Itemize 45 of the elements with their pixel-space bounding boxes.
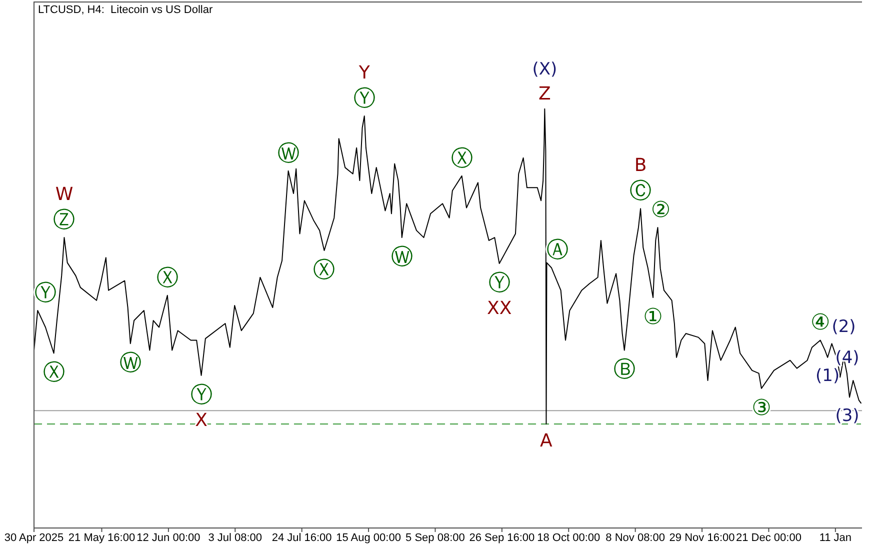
annotation: Ⓧ <box>313 258 336 283</box>
annotation: ④ <box>810 310 830 336</box>
annotation: Ⓨ <box>488 270 510 296</box>
annotation: Ⓦ <box>119 351 142 376</box>
annotation: Ⓦ <box>277 141 300 166</box>
x-tick-label: 21 Dec 00:00 <box>736 532 802 544</box>
x-tick-label: 3 Jul 08:00 <box>208 532 262 544</box>
annotation: Y <box>358 62 371 84</box>
annotation: (X) <box>532 59 558 80</box>
annotation: Ⓩ <box>53 208 76 233</box>
annotation: (1) <box>816 366 840 386</box>
annotation: A <box>540 430 554 452</box>
annotation: W <box>55 184 74 206</box>
annotation: Ⓑ <box>613 358 636 383</box>
annotation: (2) <box>832 317 856 338</box>
annotation: Ⓧ <box>42 360 65 386</box>
annotation: Ⓨ <box>353 86 376 112</box>
annotation: Z <box>538 83 551 104</box>
x-tick-label: 8 Nov 08:00 <box>606 532 665 544</box>
x-tick-label: 26 Sep 16:00 <box>469 532 535 544</box>
x-tick-label: 24 Jul 16:00 <box>272 532 332 544</box>
annotation: (3) <box>835 406 860 426</box>
x-tick-label: 11 Jan <box>819 532 852 544</box>
x-tick-label: 18 Oct 00:00 <box>537 532 600 544</box>
annotation: X <box>195 410 208 431</box>
annotation: XX <box>486 298 512 320</box>
chart-title: LTCUSD, H4: Litecoin vs US Dollar <box>38 4 213 16</box>
x-tick-label: 30 Apr 2025 <box>4 532 64 544</box>
annotation: Ⓧ <box>156 266 178 291</box>
annotation: Ⓨ <box>190 382 212 408</box>
x-tick-label: 5 Sep 08:00 <box>406 532 465 544</box>
annotation: Ⓦ <box>390 244 413 270</box>
annotation: ② <box>650 198 671 223</box>
x-tick-label: 15 Aug 00:00 <box>336 532 401 544</box>
annotation: (4) <box>835 348 860 368</box>
annotation: ③ <box>752 396 772 421</box>
annotation: Ⓧ <box>450 146 473 172</box>
x-tick-label: 12 Jun 00:00 <box>136 532 200 544</box>
annotation: B <box>634 155 647 176</box>
annotation: Ⓨ <box>34 280 56 306</box>
x-tick-label: 21 May 16:00 <box>68 532 136 544</box>
annotation: ① <box>643 304 663 330</box>
x-tick-label: 29 Nov 16:00 <box>669 532 735 544</box>
annotation: Ⓒ <box>630 179 652 204</box>
annotation: Ⓐ <box>546 238 568 264</box>
